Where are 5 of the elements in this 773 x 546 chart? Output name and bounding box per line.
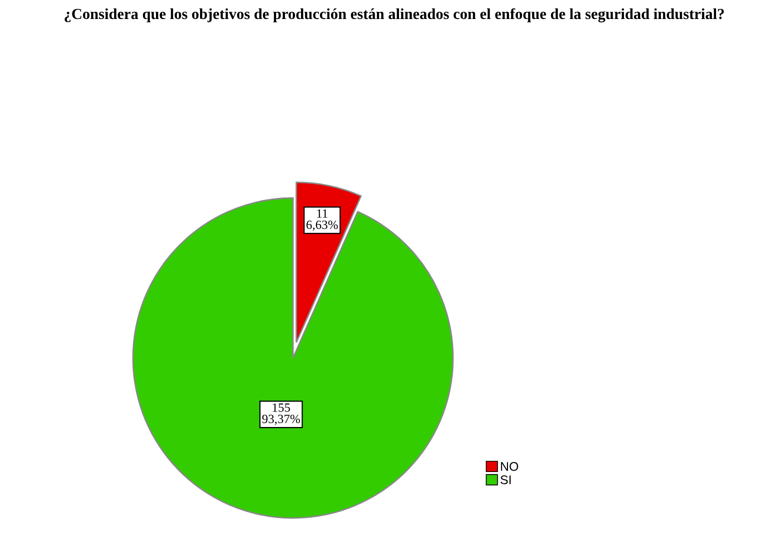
data-label: 155 93,37% [262,403,300,425]
chart-title: ¿Considera que los objetivos de producción están alineados con el enfoque de la seguridad industrial? [64,8,724,22]
data-label: 11 6,63% [306,209,338,231]
legend-label: NO [501,462,518,471]
legend-label: SI [500,475,511,484]
